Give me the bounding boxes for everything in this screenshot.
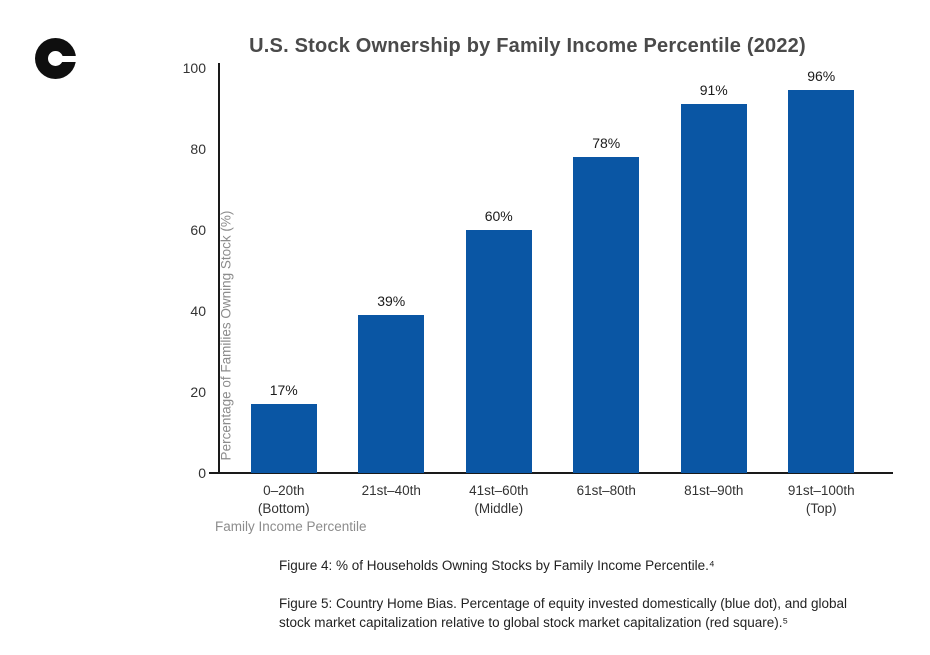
c-logo-slot: [62, 56, 76, 62]
y-tick-label: 80: [190, 141, 206, 157]
y-tick-label: 20: [190, 384, 206, 400]
x-tick-label: 0–20th (Bottom): [257, 483, 310, 516]
bar: [358, 315, 425, 473]
x-tick-label: 81st–90th: [684, 483, 744, 498]
bar-group: 60%: [445, 68, 553, 473]
bar-value-label: 96%: [807, 68, 836, 84]
x-axis-ticks: 0–20th (Bottom) 21st–40th 41st–60th (Middl…: [230, 482, 875, 518]
zero-tick-mark: [209, 472, 218, 474]
bar-value-label: 17%: [269, 382, 298, 399]
bar: [680, 104, 747, 473]
figure-5-caption: Figure 5: Country Home Bias. Percentage …: [279, 596, 848, 630]
x-axis-label: Family Income Percentile: [215, 519, 367, 534]
bar-group: 39%: [338, 68, 446, 473]
bar-group: 78%: [553, 68, 661, 473]
bar-group: 91%: [660, 68, 768, 473]
y-axis-line: [218, 63, 220, 474]
bar: [465, 230, 532, 473]
bar: [250, 404, 317, 473]
brand-c-logo: [35, 38, 76, 79]
x-tick-label: 21st–40th: [361, 483, 421, 498]
y-tick-label: 40: [190, 303, 206, 319]
x-axis-line: [218, 472, 893, 474]
bar-value-label: 39%: [377, 293, 406, 310]
bar-group: 17%: [230, 68, 338, 473]
bar-value-label: 91%: [699, 82, 728, 99]
y-tick-label: 100: [182, 60, 206, 76]
bar-group: 96%: [768, 68, 876, 473]
x-tick-label: 41st–60th (Middle): [469, 483, 529, 516]
y-axis-ticks: 0 20 40 60 80 100: [140, 60, 206, 481]
bar-series: 17% 39% 60% 78% 91% 96%: [230, 68, 875, 473]
bar: [788, 90, 855, 473]
bar-value-label: 78%: [592, 135, 621, 152]
figure-4-caption: Figure 4: % of Households Owning Stocks …: [279, 558, 715, 573]
c-logo-hole: [48, 51, 63, 66]
bar: [573, 157, 640, 473]
y-tick-label: 60: [190, 222, 206, 238]
chart-title: U.S. Stock Ownership by Family Income Pe…: [249, 35, 806, 57]
x-tick-label: 61st–80th: [576, 483, 636, 498]
x-tick-label: 91st–100th (Top): [787, 483, 855, 516]
bar-value-label: 60%: [484, 208, 513, 224]
y-tick-label: 0: [198, 465, 206, 481]
